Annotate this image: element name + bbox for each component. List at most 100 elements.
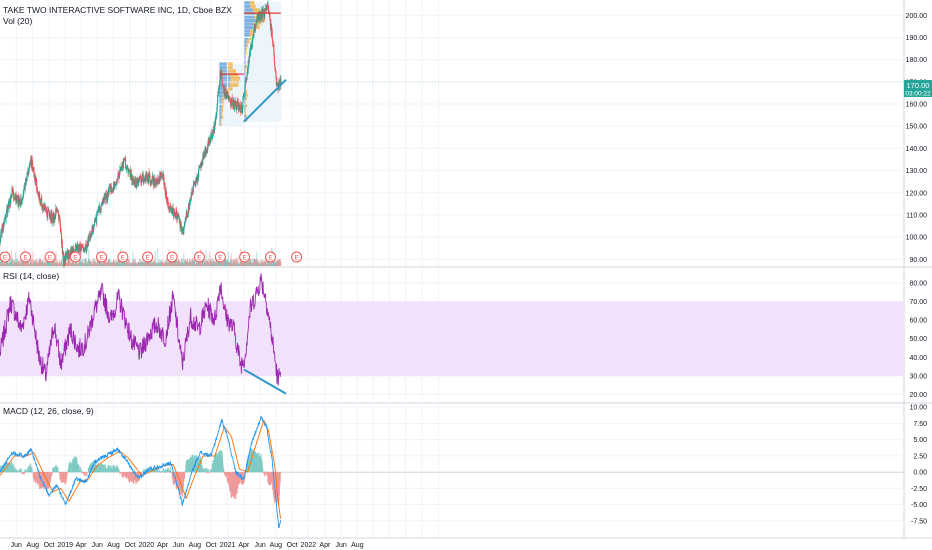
volume-bar	[26, 260, 28, 266]
candle	[150, 180, 152, 182]
x-tick-label: Jun	[335, 542, 346, 549]
candle	[32, 168, 34, 170]
candle	[148, 172, 150, 176]
volume-bar	[39, 258, 41, 266]
candle	[269, 12, 271, 18]
x-tick-label: Jun	[173, 542, 184, 549]
volume-bar	[42, 263, 44, 266]
candle	[264, 8, 266, 11]
volume-bar	[259, 263, 261, 266]
macd-histogram-bar	[25, 470, 27, 473]
volume-bar	[233, 260, 235, 266]
candle	[90, 234, 92, 237]
candle	[203, 151, 205, 159]
volume-bar	[132, 259, 134, 266]
volume-bar	[120, 260, 122, 266]
volume-bar	[253, 258, 255, 266]
y-tick-label: 2.50	[913, 453, 927, 460]
y-tick-label: 30.00	[909, 373, 927, 380]
candle	[189, 199, 191, 201]
macd-title: MACD (12, 26, close, 9)	[3, 406, 94, 416]
volume-bar	[183, 253, 185, 266]
volume-bar	[115, 262, 117, 266]
volume-bar	[280, 261, 282, 266]
volume-bar	[262, 260, 264, 266]
volume-bar	[42, 259, 44, 266]
volume-bar	[23, 260, 25, 266]
macd-histogram-bar	[261, 461, 263, 473]
candle	[68, 255, 70, 260]
volume-bar	[155, 262, 157, 266]
volume-bar	[142, 261, 144, 266]
volume-bar	[115, 263, 117, 266]
volume-bar	[275, 262, 277, 266]
volume-bar	[61, 263, 63, 266]
earnings-marker-label: E	[294, 255, 299, 262]
volume-bar	[46, 263, 48, 266]
volume-bar	[255, 259, 257, 266]
volume-bar	[203, 260, 205, 266]
volume-bar	[64, 263, 66, 266]
y-tick-label: 80.00	[909, 280, 927, 287]
volume-bar	[168, 262, 170, 266]
candle	[106, 198, 108, 200]
volume-bar	[5, 260, 7, 266]
candle	[22, 196, 24, 199]
candle	[157, 178, 159, 183]
volume-bar	[208, 261, 210, 266]
volume-bar	[266, 260, 268, 266]
volume-bar	[265, 263, 267, 266]
macd-histogram-bar	[166, 469, 168, 473]
volume-bar	[222, 263, 224, 266]
volume-bar	[18, 260, 20, 266]
macd-histogram-bar	[157, 467, 159, 473]
volume-bar	[67, 261, 69, 266]
candle	[54, 216, 56, 219]
candle	[191, 190, 194, 192]
volume-bar	[142, 260, 144, 266]
volume-bar	[219, 260, 221, 266]
volume-bar	[59, 261, 61, 266]
earnings-marker	[291, 251, 303, 263]
candle	[44, 208, 46, 210]
volume-bar	[247, 262, 249, 266]
volume-bar	[36, 258, 38, 266]
candle	[202, 155, 204, 164]
candle	[16, 196, 18, 200]
candle	[25, 179, 27, 182]
candle	[135, 178, 137, 186]
volume-bar	[127, 263, 129, 266]
volume-bar	[123, 261, 125, 266]
volume-bar	[121, 262, 123, 266]
candle	[251, 44, 253, 48]
volume-bar	[156, 263, 158, 266]
volume-bar	[63, 259, 65, 266]
volume-bar	[256, 258, 258, 266]
volume-bar	[107, 261, 109, 266]
candle	[80, 243, 82, 251]
volume-bar	[77, 262, 79, 266]
volume-profile-bar	[243, 29, 250, 33]
volume-bar	[217, 263, 219, 266]
macd-histogram-bar	[206, 467, 208, 473]
volume-bar	[44, 262, 46, 266]
volume-bar	[214, 261, 216, 266]
candle	[192, 185, 194, 193]
volume-bar	[44, 263, 46, 266]
volume-bar	[144, 262, 146, 266]
candle	[46, 210, 49, 218]
candle	[2, 224, 4, 232]
volume-bar	[93, 259, 95, 266]
volume-bar	[260, 261, 262, 266]
candle	[263, 9, 265, 11]
volume-bar	[265, 260, 267, 266]
macd-histogram-bar	[66, 472, 68, 479]
candle	[236, 101, 238, 109]
candle	[190, 192, 192, 200]
candle	[186, 213, 188, 216]
volume-bar	[10, 262, 12, 266]
volume-profile-bar	[219, 108, 222, 112]
volume-bar	[258, 263, 260, 266]
volume-bar	[113, 259, 115, 266]
